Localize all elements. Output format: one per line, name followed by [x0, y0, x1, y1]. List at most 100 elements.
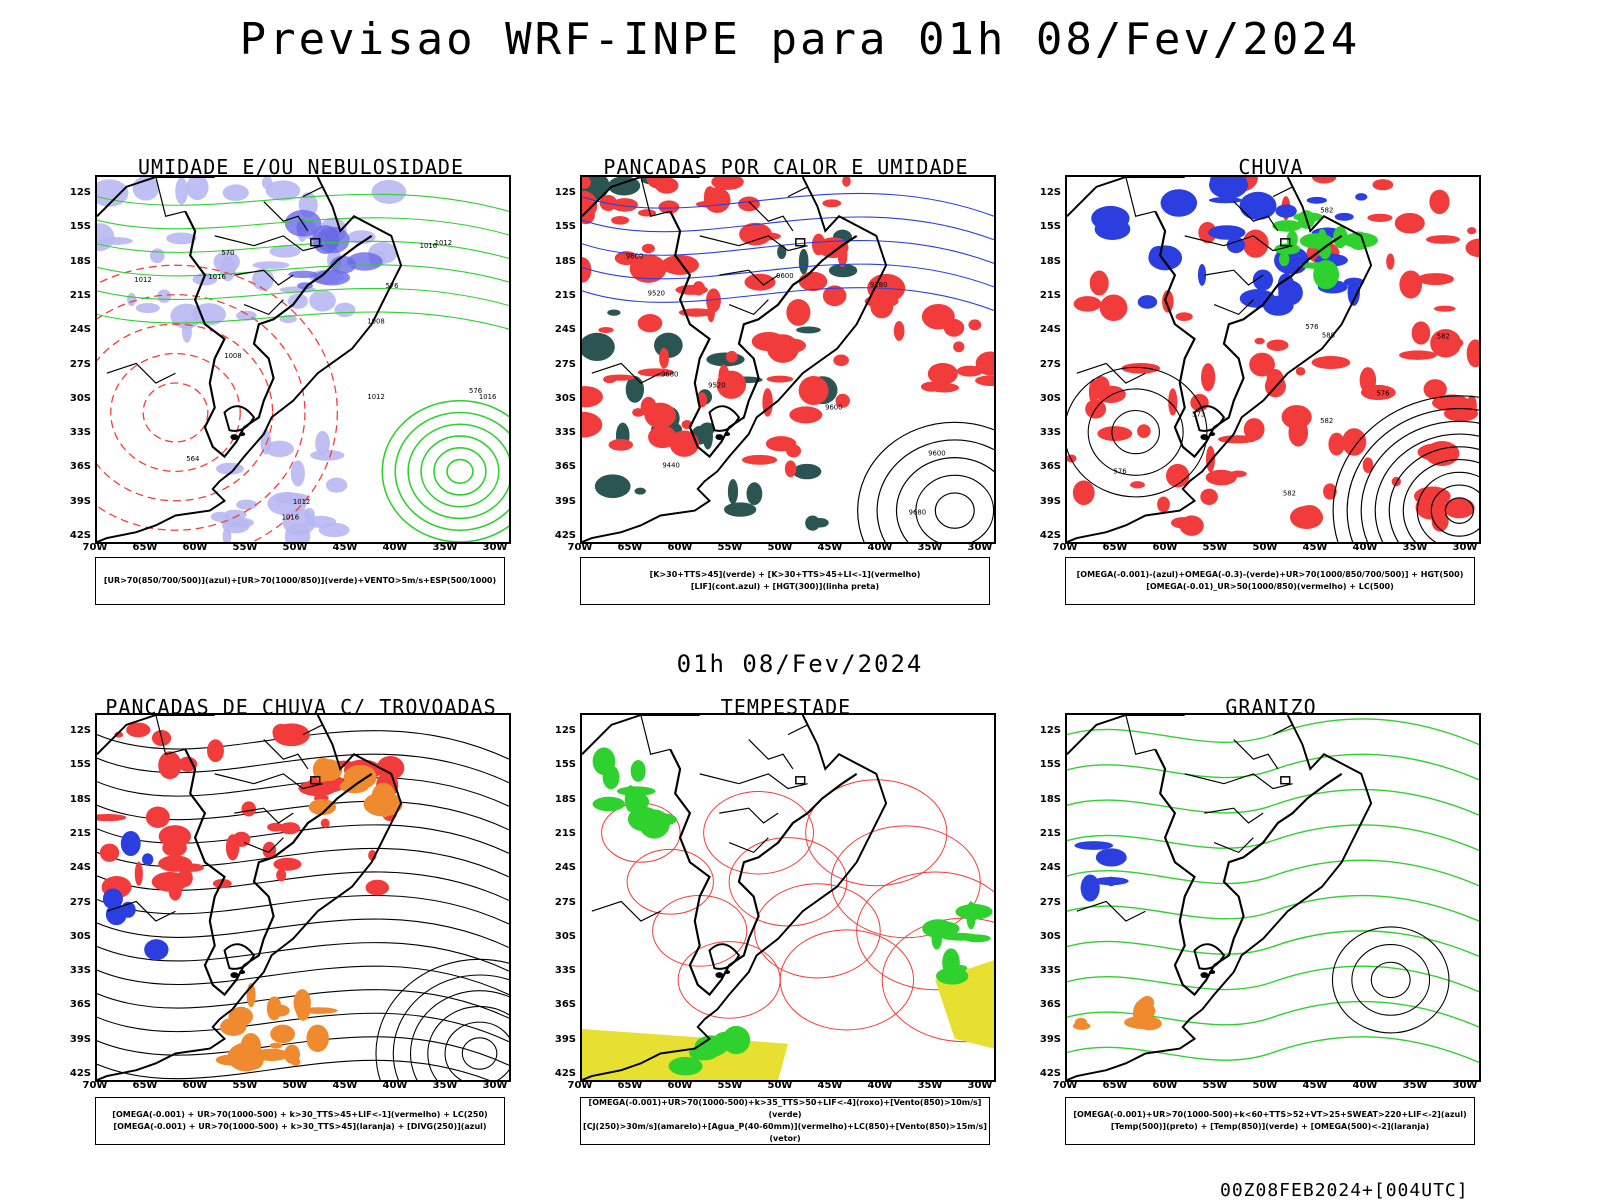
longitude-label: 70W [82, 1080, 108, 1091]
shaded-area [637, 314, 663, 333]
shaded-area [260, 429, 272, 455]
shaded-area [290, 460, 305, 487]
latitude-label: 39S [554, 1033, 576, 1045]
contour-line [1360, 420, 1479, 542]
latitude-label: 27S [69, 896, 91, 908]
shaded-area [828, 263, 858, 278]
shaded-area [1160, 189, 1198, 217]
contour-line [1331, 926, 1450, 1034]
longitude-label: 55W [1202, 1080, 1228, 1091]
contour-line [703, 791, 814, 875]
contour-label: 588 [1322, 331, 1335, 339]
shaded-area [766, 375, 794, 383]
contour-line [392, 974, 509, 1080]
latitude-label: 18S [69, 255, 91, 267]
shaded-area [1073, 296, 1102, 312]
shaded-area [968, 319, 982, 331]
shaded-area [1272, 220, 1302, 232]
shaded-area [1179, 515, 1204, 536]
longitude-label: 45W [817, 1080, 843, 1091]
shaded-area [837, 242, 848, 268]
latitude-label: 36S [1039, 999, 1061, 1011]
shaded-area [1099, 294, 1128, 321]
contour-line [830, 825, 981, 939]
longitude-label: 30W [967, 1080, 993, 1091]
contour-label: 9680 [909, 508, 926, 516]
contour-line [142, 382, 209, 443]
shaded-area [1399, 270, 1423, 299]
shaded-area [624, 785, 637, 813]
contour-label: 564 [186, 455, 199, 463]
shaded-area [611, 198, 638, 212]
longitude-label: 35W [1402, 1080, 1428, 1091]
contour-line [394, 411, 509, 531]
latitude-label: 36S [554, 461, 576, 473]
shaded-area [1254, 337, 1265, 345]
shaded-area [722, 1025, 751, 1055]
longitude-label: 60W [182, 1080, 208, 1091]
contour-line [1332, 395, 1479, 542]
shaded-area [266, 996, 282, 1021]
shaded-area [99, 843, 120, 862]
latitude-label: 18S [554, 255, 576, 267]
shaded-area [236, 499, 257, 510]
shaded-area [1097, 426, 1133, 442]
contour-label: 9600 [825, 404, 842, 412]
shaded-area [1208, 197, 1243, 204]
shaded-area [279, 822, 301, 835]
legend-line: [UR>70(850/700/500)](azul)+[UR>70(1000/8… [103, 576, 497, 585]
streamline [97, 311, 509, 330]
shaded-area [284, 1044, 301, 1064]
shaded-area [145, 806, 170, 828]
shaded-area [1074, 1017, 1088, 1028]
shaded-area [1443, 405, 1479, 422]
contour-label: 582 [1283, 490, 1296, 498]
shaded-area [166, 232, 197, 245]
shaded-area [1091, 205, 1130, 231]
latitude-label: 24S [554, 324, 576, 336]
shaded-area [1239, 191, 1277, 221]
longitude-label: 50W [282, 1080, 308, 1091]
shaded-area [630, 759, 646, 782]
longitude-label: 60W [1152, 542, 1178, 553]
contour-label: 576 [385, 282, 398, 290]
shaded-area [975, 375, 994, 386]
contour-label: 9600 [626, 253, 643, 261]
shaded-area [644, 402, 676, 429]
shaded-area [739, 222, 772, 246]
shaded-area [637, 209, 657, 217]
shaded-area [1342, 232, 1378, 249]
longitude-label: 40W [382, 542, 408, 553]
shaded-area [704, 186, 716, 207]
shaded-area [1200, 488, 1218, 505]
shaded-area [975, 351, 994, 376]
contour-label: 9600 [928, 449, 945, 457]
shaded-area [235, 310, 257, 321]
valid-time-subtitle: 01h 08/Fev/2024 [676, 650, 924, 678]
shaded-area [1249, 352, 1275, 377]
latitude-label: 15S [69, 759, 91, 771]
shaded-area [347, 230, 376, 245]
legend-line: [OMEGA(-0.001)+UR>70(1000-500)+k>35_TTS>… [588, 1098, 982, 1119]
longitude-label: 40W [1352, 1080, 1378, 1091]
legend-line: [Temp(500)](preto) + [Temp(850)](verde) … [1110, 1122, 1430, 1131]
shaded-area [240, 1033, 261, 1059]
shaded-area [1423, 379, 1447, 400]
shaded-area [784, 460, 797, 478]
latitude-label: 24S [554, 862, 576, 874]
shaded-area [1334, 212, 1354, 221]
shaded-area [741, 454, 778, 465]
shaded-area [1208, 225, 1246, 240]
latitude-label: 33S [69, 427, 91, 439]
shaded-area [1281, 405, 1312, 430]
shaded-area [175, 177, 188, 205]
shaded-area [608, 438, 634, 451]
contour-line [626, 848, 714, 915]
contour-line [381, 399, 509, 542]
shaded-area [931, 927, 942, 950]
shaded-area [177, 756, 198, 772]
shaded-area [1210, 177, 1220, 191]
longitude-label: 45W [1302, 1080, 1328, 1091]
contour-label: 573 [1192, 411, 1205, 419]
latitude-label: 21S [554, 289, 576, 301]
